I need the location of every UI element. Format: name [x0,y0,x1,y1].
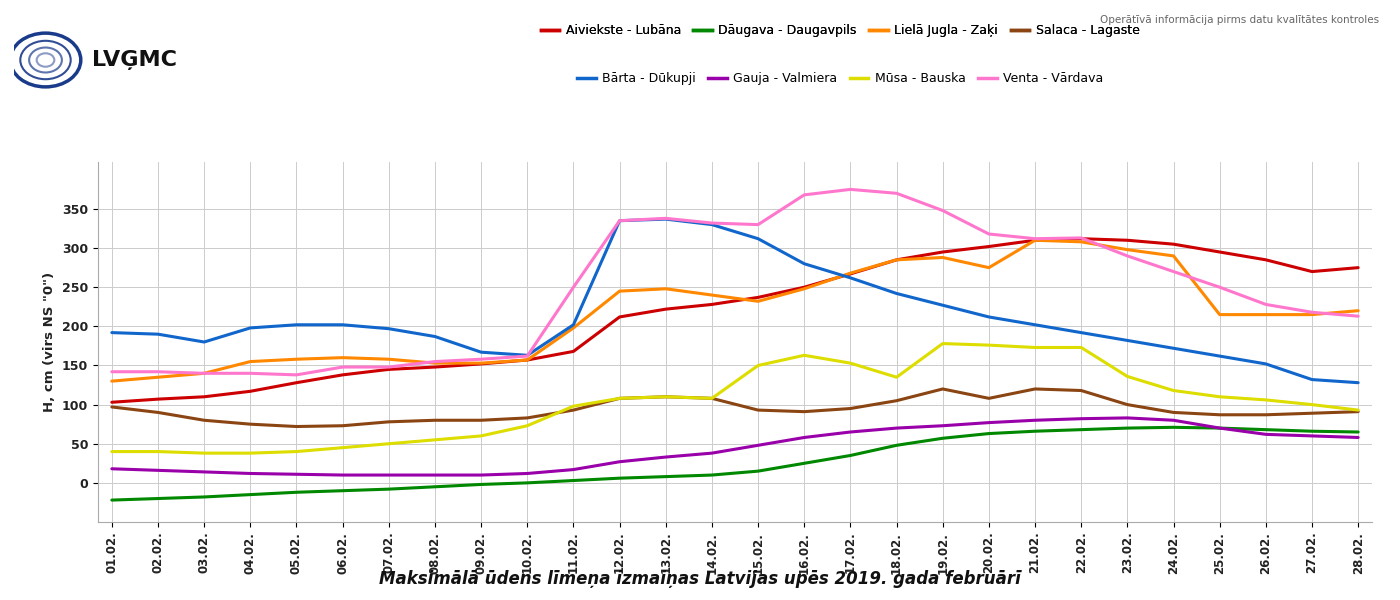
Legend: Bārta - Dūkupji, Gauja - Valmiera, Mūsa - Bauska, Venta - Vārdava: Bārta - Dūkupji, Gauja - Valmiera, Mūsa … [577,72,1103,85]
Text: Maksimālā ūdens līmeņa izmaiņas Latvijas upēs 2019. gada februārī: Maksimālā ūdens līmeņa izmaiņas Latvijas… [379,570,1021,588]
Y-axis label: H, cm (virs NS "0"): H, cm (virs NS "0") [43,272,56,412]
Text: Operātīvā informācija pirms datu kvalītātes kontroles: Operātīvā informācija pirms datu kvalītā… [1100,15,1379,25]
Legend: Aiviekste - Lubāna, Dāugava - Daugavpils, Lielā Jugla - Zaķi, Salaca - Lagaste: Aiviekste - Lubāna, Dāugava - Daugavpils… [540,24,1140,37]
Text: LVĢMC: LVĢMC [92,50,178,70]
